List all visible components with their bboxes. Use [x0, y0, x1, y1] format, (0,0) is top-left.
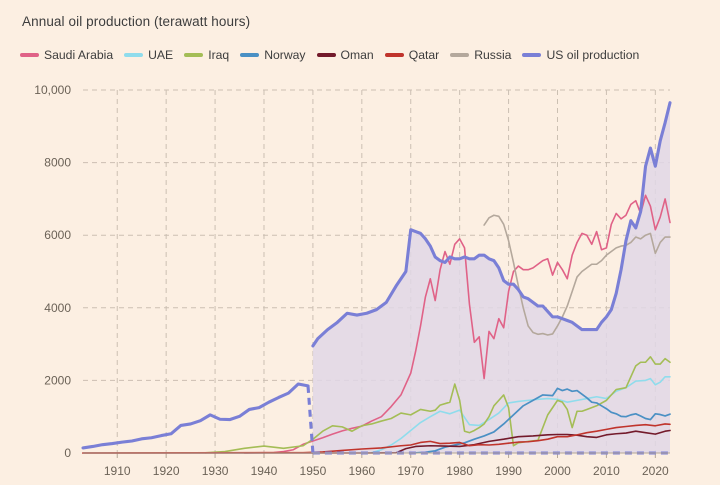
chart-legend: Saudi Arabia UAE Iraq Norway Oman Qatar Russia…	[20, 48, 639, 62]
legend-item-saudi-arabia[interactable]: Saudi Arabia	[20, 48, 113, 62]
legend-item-russia[interactable]: Russia	[450, 48, 511, 62]
x-axis-tick-label: 1950	[300, 464, 327, 478]
legend-swatch-icon	[124, 53, 144, 57]
legend-item-label: Qatar	[408, 48, 440, 62]
legend-swatch-icon	[240, 53, 260, 57]
x-axis-tick-label: 1980	[446, 464, 473, 478]
x-axis-tick-label: 1970	[397, 464, 424, 478]
x-axis-tick-label: 1910	[104, 464, 131, 478]
series-line-oman	[82, 429, 671, 454]
legend-item-label: Norway	[264, 48, 306, 62]
series-line-russia	[483, 214, 671, 336]
legend-item-label: Saudi Arabia	[44, 48, 114, 62]
legend-item-label: US oil production	[546, 48, 640, 62]
y-axis-tick-label: 8000	[44, 156, 71, 170]
y-axis-tick-label: 6000	[44, 228, 71, 242]
us-production-area-fill	[312, 102, 670, 453]
legend-item-label: Oman	[340, 48, 374, 62]
legend-item-label: Iraq	[208, 48, 230, 62]
legend-item-label: UAE	[148, 48, 174, 62]
legend-swatch-icon	[522, 53, 542, 57]
x-axis-tick-label: 1990	[495, 464, 522, 478]
legend-item-oman[interactable]: Oman	[316, 48, 374, 62]
series-line-us-oil-production	[311, 101, 672, 348]
y-axis-tick-label: 2000	[44, 373, 71, 387]
x-axis-tick-label: 1920	[153, 464, 180, 478]
legend-swatch-icon	[384, 53, 404, 57]
x-axis-tick-label: 1960	[348, 464, 375, 478]
legend-swatch-icon	[184, 53, 204, 57]
series-line-iraq	[204, 356, 671, 454]
x-axis-tick-label: 2020	[642, 464, 669, 478]
legend-item-label: Russia	[474, 48, 512, 62]
legend-item-uae[interactable]: UAE	[124, 48, 173, 62]
series-line-us-oil-production-pre1950	[81, 382, 310, 450]
y-axis-tick-label: 4000	[44, 301, 71, 315]
legend-item-qatar[interactable]: Qatar	[384, 48, 440, 62]
x-axis-tick-label: 1930	[202, 464, 229, 478]
y-axis-tick-label: 0	[64, 446, 71, 460]
legend-swatch-icon	[20, 53, 39, 57]
series-line-norway	[414, 387, 671, 454]
legend-swatch-icon	[450, 53, 470, 57]
legend-swatch-icon	[316, 53, 336, 57]
series-line-qatar	[82, 423, 671, 454]
x-axis-tick-label: 2010	[593, 464, 620, 478]
legend-item-us-oil-production[interactable]: US oil production	[522, 48, 639, 62]
page-title: Annual oil production (terawatt hours)	[22, 14, 251, 29]
legend-item-iraq[interactable]: Iraq	[184, 48, 229, 62]
x-axis-tick-label: 1940	[251, 464, 278, 478]
x-axis-tick-label: 2000	[544, 464, 571, 478]
y-axis-tick-label: 10,000	[34, 83, 71, 97]
legend-item-norway[interactable]: Norway	[240, 48, 306, 62]
